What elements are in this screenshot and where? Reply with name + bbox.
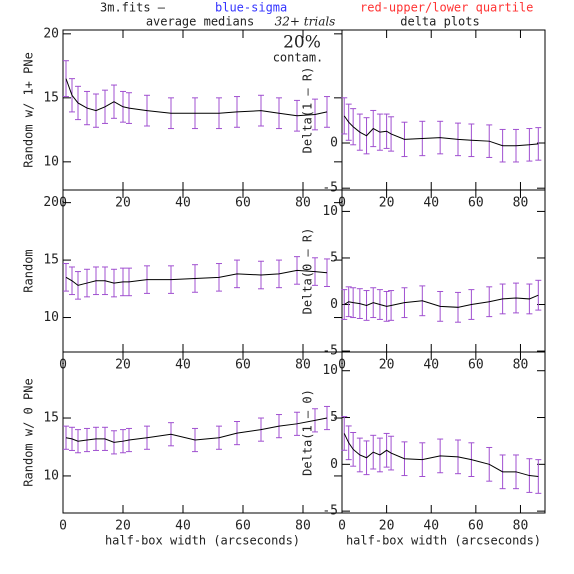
y-axis-label: Delta(1 – 0) bbox=[301, 389, 315, 476]
data-line bbox=[343, 115, 539, 147]
x-tick-label: 20 bbox=[115, 519, 131, 534]
y-tick-label: 10 bbox=[322, 204, 338, 219]
x-tick-label: 20 bbox=[115, 196, 131, 211]
x-tick-label: 80 bbox=[513, 358, 529, 373]
x-axis-label: half-box width (arcseconds) bbox=[346, 534, 541, 548]
y-axis-label: Random bbox=[22, 249, 36, 292]
x-tick-label: 80 bbox=[513, 196, 529, 211]
y-tick-label: 20 bbox=[43, 195, 59, 210]
data-line bbox=[343, 294, 539, 308]
y-tick-label: 15 bbox=[43, 90, 59, 105]
left-title: average medians bbox=[146, 15, 254, 29]
quartile-legend: red-upper/lower quartile bbox=[360, 1, 533, 15]
y-tick-label: 5 bbox=[330, 410, 338, 425]
data-line bbox=[65, 78, 328, 117]
x-tick-label: 40 bbox=[175, 196, 191, 211]
x-tick-label: 60 bbox=[235, 358, 251, 373]
contam-value: 20% bbox=[283, 33, 321, 53]
x-tick-label: 60 bbox=[468, 519, 484, 534]
y-tick-label: -5 bbox=[322, 181, 338, 196]
right-title: delta plots bbox=[400, 15, 479, 29]
y-tick-label: 0 bbox=[330, 457, 338, 472]
y-axis-label: Random w/ 0 PNe bbox=[22, 378, 36, 486]
x-tick-label: 0 bbox=[59, 519, 67, 534]
y-axis-label: Delta(0 – R) bbox=[301, 228, 315, 315]
x-tick-label: 60 bbox=[235, 196, 251, 211]
y-tick-label: 15 bbox=[43, 253, 59, 268]
y-tick-label: 5 bbox=[330, 250, 338, 265]
x-tick-label: 20 bbox=[379, 519, 395, 534]
y-axis-label: Random w/ 1+ PNe bbox=[22, 52, 36, 168]
x-tick-label: 20 bbox=[379, 196, 395, 211]
x-axis-label: half-box width (arcseconds) bbox=[105, 534, 300, 548]
panel-frame bbox=[341, 189, 546, 353]
x-tick-label: 80 bbox=[295, 358, 311, 373]
x-tick-label: 60 bbox=[468, 358, 484, 373]
data-line bbox=[343, 433, 539, 477]
y-tick-label: 0 bbox=[330, 135, 338, 150]
x-tick-label: 40 bbox=[423, 519, 439, 534]
trials-label: 32+ trials bbox=[275, 15, 336, 29]
x-tick-label: 20 bbox=[379, 358, 395, 373]
x-tick-label: 40 bbox=[423, 358, 439, 373]
y-axis-label: Delta(1 – R) bbox=[301, 67, 315, 154]
sigma-legend: blue-sigma bbox=[215, 1, 287, 15]
x-tick-label: 80 bbox=[295, 196, 311, 211]
data-line bbox=[65, 269, 328, 286]
panel-frame bbox=[341, 351, 546, 514]
x-tick-label: 40 bbox=[175, 519, 191, 534]
x-tick-label: 40 bbox=[175, 358, 191, 373]
x-tick-label: 60 bbox=[235, 519, 251, 534]
file-label: 3m.fits – bbox=[100, 1, 166, 15]
y-tick-label: 10 bbox=[322, 363, 338, 378]
x-tick-label: 20 bbox=[115, 358, 131, 373]
y-tick-label: 20 bbox=[43, 26, 59, 41]
x-tick-label: 80 bbox=[513, 519, 529, 534]
y-tick-label: 10 bbox=[43, 468, 59, 483]
data-line bbox=[65, 417, 328, 443]
y-tick-label: 15 bbox=[43, 411, 59, 426]
contam-label: contam. bbox=[273, 51, 324, 65]
y-tick-label: -5 bbox=[322, 344, 338, 359]
x-tick-label: 60 bbox=[468, 196, 484, 211]
x-tick-label: 80 bbox=[295, 519, 311, 534]
y-tick-label: 10 bbox=[43, 310, 59, 325]
y-tick-label: 0 bbox=[330, 297, 338, 312]
x-tick-label: 40 bbox=[423, 196, 439, 211]
y-tick-label: 10 bbox=[43, 154, 59, 169]
y-tick-label: -5 bbox=[322, 504, 338, 519]
x-tick-label: 0 bbox=[338, 519, 346, 534]
